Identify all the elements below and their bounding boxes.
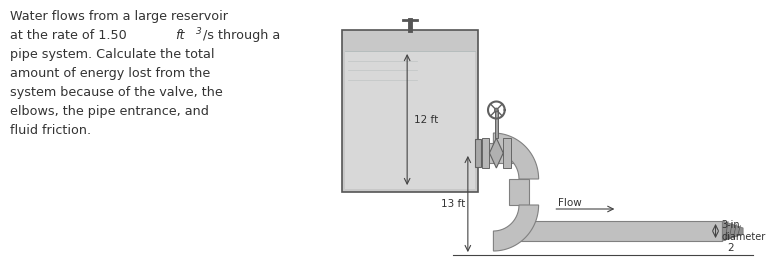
Bar: [478, 143, 519, 163]
Bar: [495, 110, 498, 138]
Polygon shape: [722, 221, 743, 241]
Bar: [509, 179, 529, 205]
Text: system because of the valve, the: system because of the valve, the: [10, 86, 223, 99]
Bar: [519, 221, 722, 241]
Text: 2: 2: [727, 243, 734, 253]
Text: pipe system. Calculate the total: pipe system. Calculate the total: [10, 48, 214, 61]
Polygon shape: [493, 133, 539, 179]
Circle shape: [495, 108, 498, 112]
Polygon shape: [489, 138, 503, 168]
Text: 3: 3: [196, 27, 201, 36]
Bar: [482, 138, 489, 168]
Text: 3-in
diameter: 3-in diameter: [721, 220, 765, 242]
Text: Water flows from a large reservoir: Water flows from a large reservoir: [10, 10, 228, 23]
Text: at the rate of 1.50: at the rate of 1.50: [10, 29, 131, 42]
Text: /s through a: /s through a: [204, 29, 281, 42]
Text: Flow: Flow: [558, 198, 582, 208]
Text: 12 ft: 12 ft: [414, 115, 438, 125]
Text: ft: ft: [175, 29, 184, 42]
Bar: [342, 30, 478, 192]
Text: elbows, the pipe entrance, and: elbows, the pipe entrance, and: [10, 105, 209, 118]
Text: 13 ft: 13 ft: [440, 199, 465, 209]
Bar: [503, 138, 511, 168]
Polygon shape: [493, 205, 539, 251]
Bar: [345, 51, 474, 189]
Text: amount of energy lost from the: amount of energy lost from the: [10, 67, 210, 80]
Text: fluid friction.: fluid friction.: [10, 124, 91, 137]
Bar: [474, 139, 481, 167]
